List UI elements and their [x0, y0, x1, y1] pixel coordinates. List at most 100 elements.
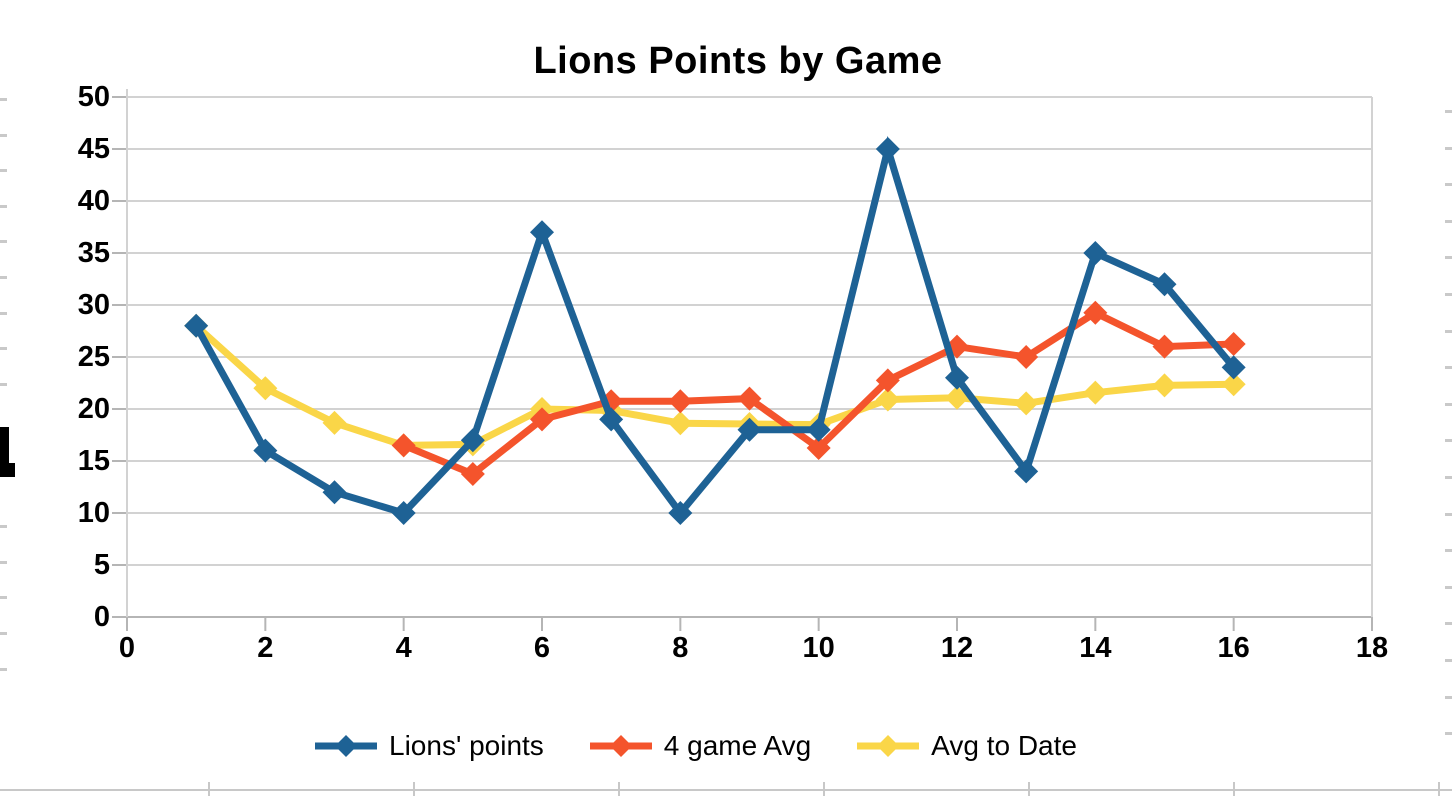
edge-tick-mark [1445, 586, 1452, 589]
y-axis-tick-label: 45 [77, 133, 110, 165]
data-point-marker-4-game-avg [391, 433, 416, 458]
y-axis-tick-label: 40 [77, 185, 110, 217]
edge-tick-mark [1445, 183, 1452, 186]
edge-tick-mark [0, 240, 7, 243]
y-axis-tick-label: 20 [77, 393, 110, 425]
edge-tick-mark [1445, 513, 1452, 516]
lower-chart-axis-tick [1028, 782, 1030, 796]
edge-tick-mark [0, 276, 7, 279]
edge-tick-mark [1445, 403, 1452, 406]
legend-marker-lions-points [315, 735, 378, 757]
edge-tick-mark [1445, 256, 1452, 259]
edge-tick-mark [0, 169, 7, 172]
edge-tick-mark [0, 312, 7, 315]
data-point-marker-avg-to-date [1152, 373, 1177, 398]
x-axis-tick-label: 12 [940, 632, 974, 664]
lower-chart-axis-tick [1233, 782, 1235, 796]
edge-tick-mark [1445, 147, 1452, 150]
data-point-marker-avg-to-date [1014, 391, 1039, 416]
data-point-marker-4-game-avg [460, 462, 485, 486]
legend-item-4-game-avg: 4 game Avg [589, 730, 812, 762]
edge-tick-mark [1445, 366, 1452, 369]
edge-tick-mark [0, 347, 7, 350]
lower-chart-axis-tick [1438, 782, 1440, 796]
data-point-marker-lions-points [1152, 272, 1177, 297]
series-line-avg-to-date [193, 323, 1234, 449]
data-point-marker-4-game-avg [1221, 332, 1246, 356]
y-axis-tick-label: 25 [77, 341, 110, 373]
legend-item-lions-points: Lions' points [315, 730, 544, 762]
y-axis-tick-label: 35 [77, 237, 110, 269]
y-axis-tick-label: 5 [93, 549, 110, 581]
edge-tick-mark [1445, 439, 1452, 442]
data-point-marker-lions-points [668, 501, 693, 525]
chart-title: Lions Points by Game [533, 40, 943, 82]
edge-tick-mark [0, 561, 7, 564]
lower-chart-axis-tick [823, 782, 825, 796]
data-point-marker-avg-to-date [1083, 380, 1108, 405]
data-point-marker-avg-to-date [875, 387, 900, 412]
data-point-marker-lions-points [184, 313, 209, 338]
x-axis-tick-label: 0 [118, 632, 136, 664]
lower-chart-axis-tick [618, 782, 620, 796]
lower-chart-axis-line [0, 789, 1452, 791]
data-point-marker-avg-to-date [322, 410, 347, 435]
edge-tick-mark [1445, 732, 1452, 735]
edge-tick-mark [1445, 330, 1452, 333]
edge-tick-mark [0, 596, 7, 599]
edge-tick-mark [1445, 220, 1452, 223]
chart-legend: Lions' points 4 game Avg Avg to Date [0, 726, 1422, 766]
data-point-marker-lions-points [1083, 241, 1108, 265]
data-point-marker-4-game-avg [806, 436, 831, 460]
legend-item-avg-to-date: Avg to Date [857, 730, 1077, 762]
edge-tick-mark [0, 98, 7, 101]
lower-chart-axis-tick [208, 782, 210, 796]
data-point-marker-lions-points [1014, 459, 1039, 484]
y-axis-tick-label: 15 [77, 445, 110, 477]
data-point-marker-4-game-avg [737, 386, 762, 411]
data-point-marker-avg-to-date [668, 411, 693, 436]
x-axis-tick-label: 2 [257, 632, 274, 664]
data-point-marker-lions-points [599, 407, 624, 432]
x-axis-tick-label: 10 [802, 632, 835, 664]
x-axis-tick-label: 16 [1217, 632, 1250, 664]
y-axis-tick-label: 30 [77, 289, 110, 321]
legend-marker-avg-to-date [857, 735, 920, 757]
data-point-marker-4-game-avg [668, 389, 693, 414]
data-point-marker-4-game-avg [1152, 334, 1177, 359]
data-point-marker-lions-points [322, 480, 347, 505]
edge-tick-mark [1445, 476, 1452, 479]
data-point-marker-lions-points [1221, 355, 1246, 380]
x-axis-tick-label: 14 [1079, 632, 1112, 664]
data-point-marker-4-game-avg [530, 407, 554, 432]
x-axis-tick-label: 18 [1355, 632, 1389, 664]
legend-marker-4-game-avg [589, 735, 652, 757]
legend-label-4-game-avg: 4 game Avg [663, 730, 812, 761]
edge-tick-mark [0, 205, 7, 208]
lower-chart-axis-tick [413, 782, 415, 796]
edge-tick-mark [1445, 659, 1452, 662]
x-axis-tick-label: 4 [395, 632, 412, 664]
x-axis-tick-label: 6 [533, 632, 551, 664]
edge-tick-mark [0, 632, 7, 635]
y-axis-tick-label: 10 [77, 497, 110, 529]
data-point-marker-4-game-avg [1083, 300, 1108, 325]
edge-tick-mark [0, 668, 7, 671]
edge-tick-mark [1445, 622, 1452, 625]
y-axis-tick-label: 50 [77, 81, 110, 113]
legend-label-avg-to-date: Avg to Date [931, 730, 1077, 761]
data-point-marker-lions-points [806, 417, 831, 442]
data-point-marker-lions-points [945, 365, 969, 390]
data-point-marker-lions-points [460, 428, 485, 453]
x-axis-tick-label: 8 [672, 632, 689, 664]
data-point-marker-lions-points [391, 501, 416, 525]
series-line-lions-points [193, 135, 1237, 519]
data-point-marker-lions-points [875, 137, 900, 161]
edge-tick-mark [0, 525, 7, 528]
edge-tick-mark [1445, 293, 1452, 296]
edge-tick-mark [1445, 549, 1452, 552]
data-point-marker-lions-points [253, 438, 278, 463]
edge-tick-mark [0, 134, 7, 137]
